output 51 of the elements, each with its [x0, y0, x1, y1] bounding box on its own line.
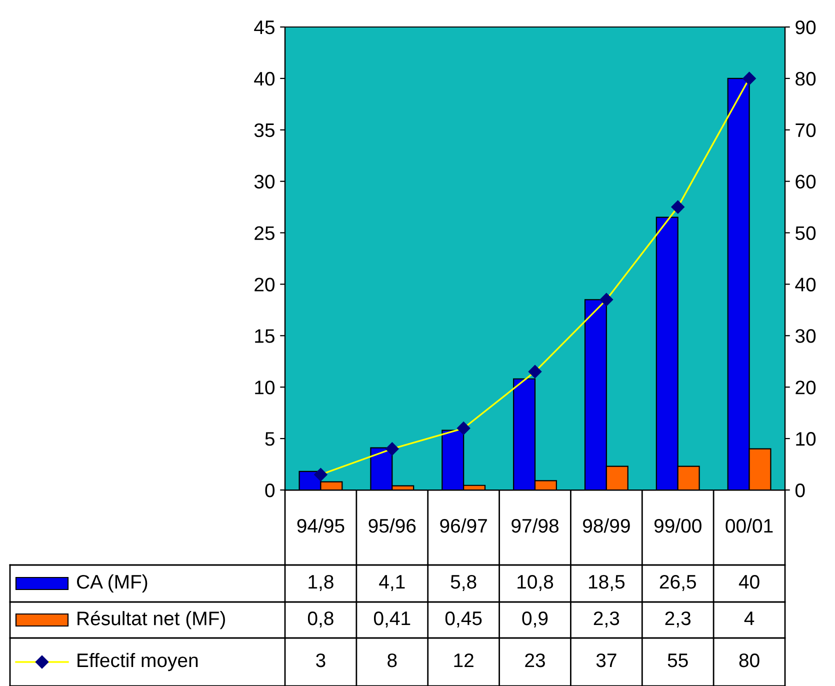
data-label: 23: [525, 653, 545, 668]
data-label: 5,8: [450, 574, 476, 592]
data-label: 2,3: [665, 611, 691, 628]
y-tick-label: 15: [255, 329, 274, 343]
y-tick-label: 0: [265, 483, 275, 498]
y2-tick-label: 80: [796, 72, 816, 86]
x-tick-label: 98/99: [583, 518, 630, 533]
legend-label: Effectif moyen: [78, 652, 198, 672]
data-label: 0,9: [522, 611, 548, 628]
y2-tick-label: 10: [796, 432, 816, 446]
data-label: 4: [744, 612, 754, 626]
x-tick-label: 96/97: [440, 518, 487, 533]
data-label: 3: [316, 653, 326, 668]
data-label: 2,3: [594, 611, 620, 628]
data-label: 40: [738, 574, 760, 589]
y2-tick-label: 70: [796, 123, 816, 138]
y2-tick-label: 60: [796, 174, 816, 189]
x-tick-label: 00/01: [726, 518, 773, 533]
y-tick-label: 40: [254, 72, 275, 86]
data-label: 10,8: [518, 574, 554, 592]
y2-tick-label: 30: [795, 329, 816, 343]
y2-tick-label: 0: [795, 483, 805, 498]
y-tick-label: 10: [255, 380, 275, 394]
y-tick-label: 30: [254, 174, 275, 189]
data-label: 0,8: [308, 611, 334, 628]
y2-tick-label: 50: [796, 226, 816, 240]
data-label: 4,1: [379, 575, 405, 592]
data-label: 0,45: [445, 611, 482, 628]
data-label: 55: [668, 654, 688, 668]
y-tick-label: 5: [265, 432, 274, 446]
y-tick-label: 35: [254, 123, 274, 138]
data-label: 80: [739, 653, 760, 668]
x-tick-label: 99/00: [654, 518, 702, 533]
data-label: 1,8: [308, 574, 334, 592]
legend-label: CA (MF): [76, 574, 148, 593]
y2-tick-label: 20: [796, 380, 816, 394]
x-tick-label: 97/98: [512, 518, 558, 533]
data-label: 12: [454, 653, 474, 668]
y-tick-label: 45: [254, 20, 274, 34]
data-label: 18,5: [588, 574, 625, 592]
y2-tick-label: 90: [796, 20, 816, 34]
data-label: 0,41: [374, 611, 410, 628]
data-label: 8: [388, 653, 397, 668]
y-tick-label: 20: [254, 278, 275, 292]
data-label: 26,5: [660, 574, 696, 592]
y-tick-label: 25: [254, 226, 274, 240]
x-tick-label: 95/96: [368, 518, 416, 533]
data-label: 37: [596, 653, 616, 668]
legend-label: Résultat net (MF): [78, 610, 225, 630]
x-tick-label: 94/95: [297, 518, 344, 533]
y2-tick-label: 40: [795, 278, 816, 292]
